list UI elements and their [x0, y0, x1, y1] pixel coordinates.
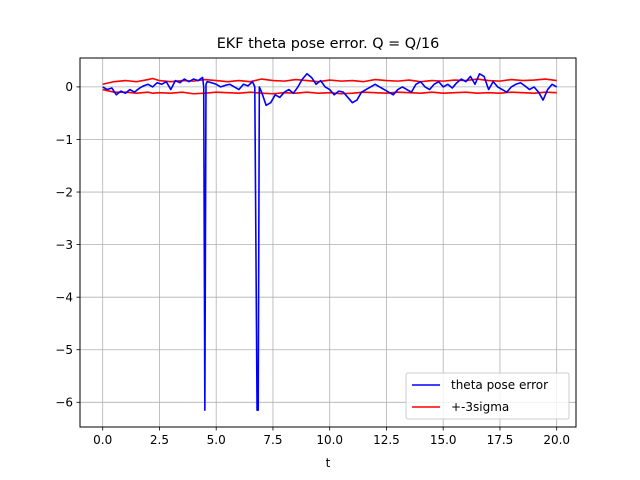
x-tick-label: 0.0 [93, 433, 112, 447]
y-tick-label: −3 [55, 238, 73, 252]
legend: theta pose error +-3sigma [405, 372, 570, 420]
x-tick-label: 2.5 [150, 433, 169, 447]
plot-area [79, 57, 577, 428]
y-tick-label: −2 [55, 185, 73, 199]
y-tick-label: −1 [55, 133, 73, 147]
series-line-3sigma-lower [102, 88, 557, 95]
y-tick-label: −6 [55, 396, 73, 410]
x-tick-label: 15.0 [430, 433, 457, 447]
legend-label-theta-pose-error: theta pose error [451, 378, 548, 392]
series-line-theta-pose-error [102, 72, 558, 411]
x-tick-label: 5.0 [207, 433, 226, 447]
x-ticks: 0.0 2.5 5.0 7.5 10.0 12.5 15.0 17.5 20.0 [93, 427, 570, 447]
grid-layer [80, 58, 576, 427]
y-tick-label: −4 [55, 290, 73, 304]
legend-box [405, 372, 570, 420]
x-tick-label: 17.5 [487, 433, 514, 447]
y-tick-label: 0 [65, 80, 73, 94]
x-tick-label: 12.5 [373, 433, 400, 447]
legend-label-3sigma: +-3sigma [451, 400, 509, 414]
plot-frame [79, 57, 577, 428]
x-tick-label: 7.5 [263, 433, 282, 447]
chart-title: EKF theta pose error. Q = Q/16 [217, 36, 440, 52]
x-axis-label: t [326, 456, 331, 470]
y-ticks: 0 −1 −2 −3 −4 −5 −6 [55, 80, 80, 410]
y-tick-label: −5 [55, 343, 73, 357]
x-tick-label: 20.0 [543, 433, 570, 447]
series-layer [102, 72, 558, 411]
x-tick-label: 10.0 [316, 433, 343, 447]
series-line-3sigma-upper [102, 77, 557, 86]
